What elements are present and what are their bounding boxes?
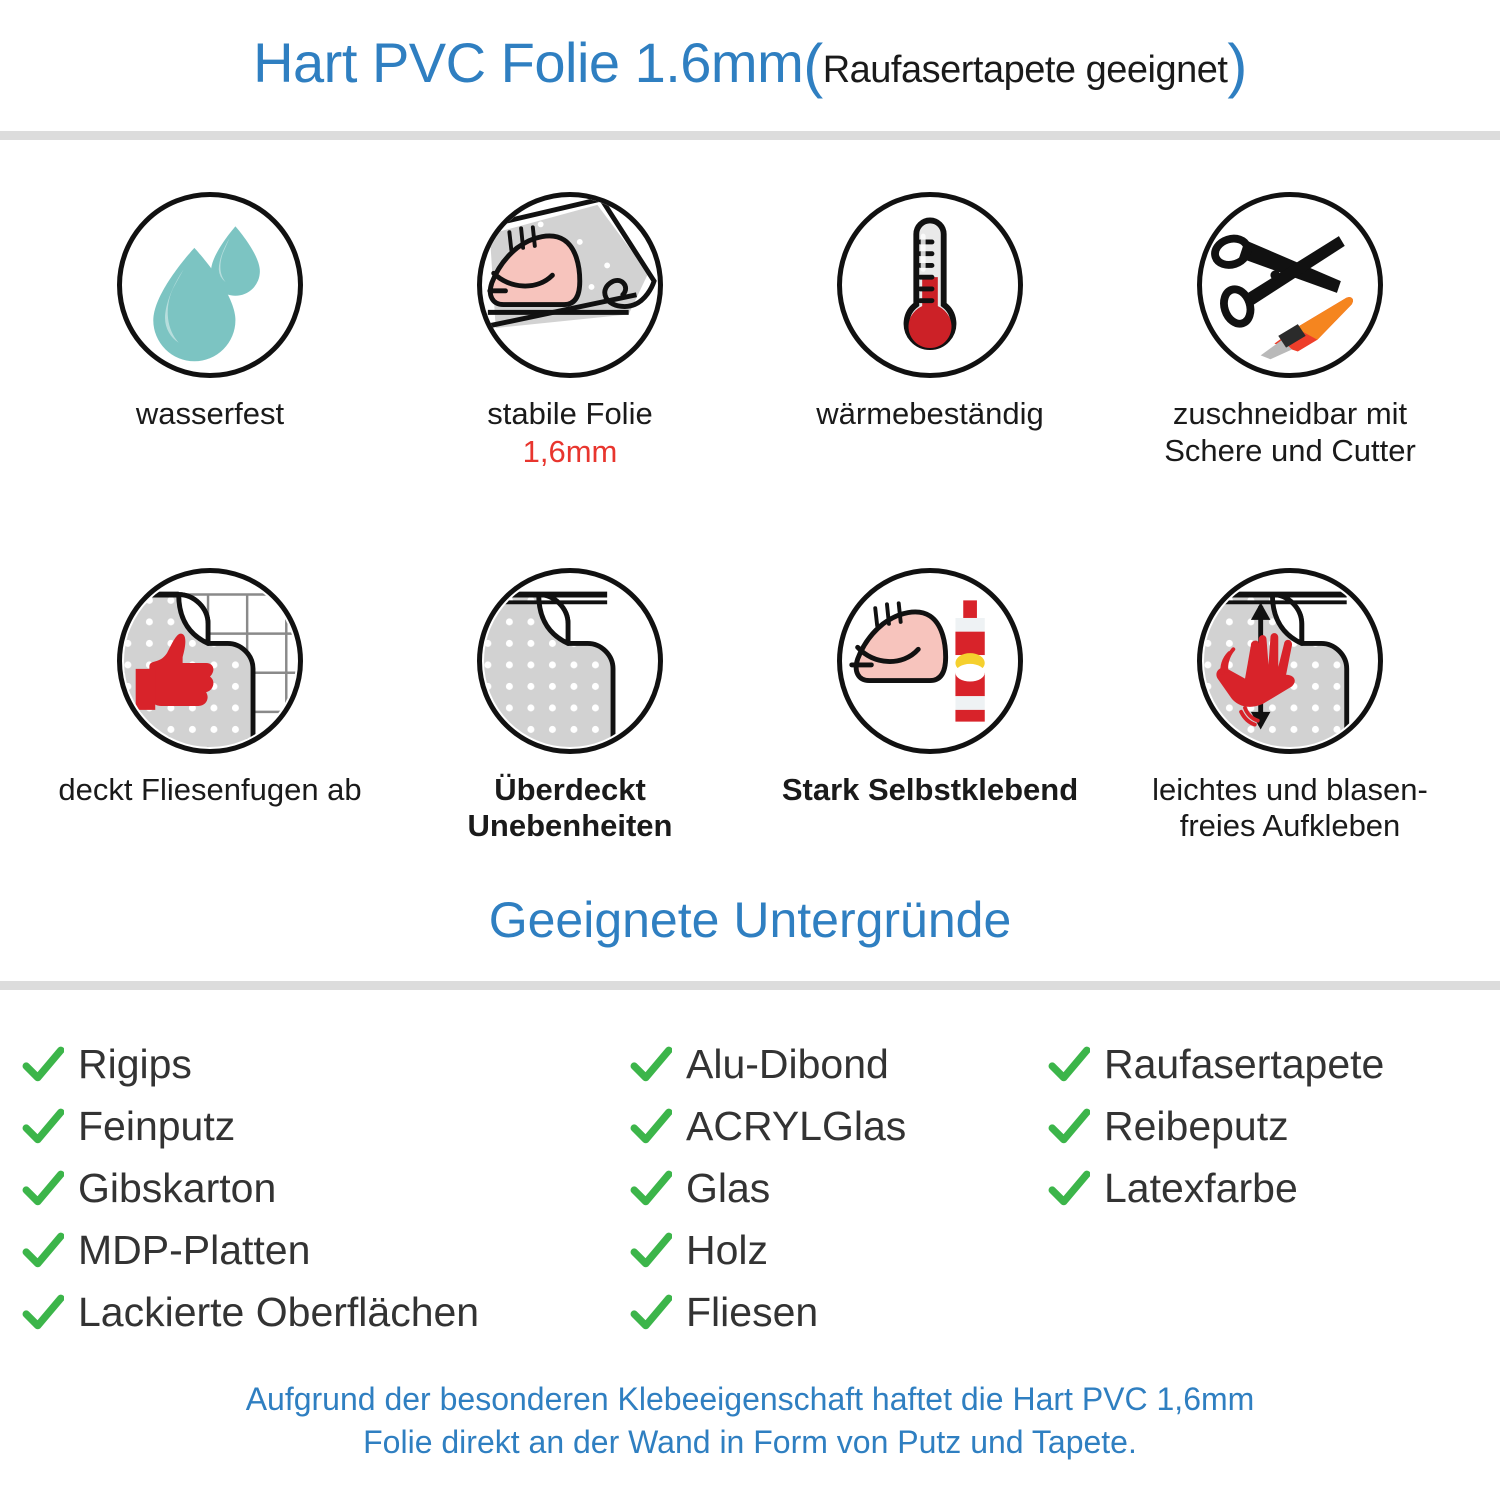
- footer-line-1: Aufgrund der besonderen Klebeeigenschaft…: [245, 1380, 1255, 1417]
- check-icon: [630, 1046, 672, 1082]
- list-item: Alu-Dibond: [630, 1034, 1048, 1096]
- check-icon: [22, 1046, 64, 1082]
- check-icon: [1048, 1170, 1090, 1206]
- list-item: ACRYLGlas: [630, 1096, 1048, 1158]
- list-item: Lackierte Oberflächen: [22, 1282, 630, 1344]
- list-item: Raufasertapete: [1048, 1034, 1480, 1096]
- list-item: Fliesen: [630, 1282, 1048, 1344]
- list-item-label: ACRYLGlas: [686, 1103, 907, 1150]
- list-item: Gibskarton: [22, 1158, 630, 1220]
- check-icon: [630, 1294, 672, 1330]
- feature-item-waermebestaendig: wärmebeständig: [750, 192, 1110, 470]
- check-icon: [22, 1108, 64, 1144]
- feature-label: wärmebeständig: [816, 396, 1044, 431]
- feature-item-aufkleben: leichtes und blasen-freies Aufkleben: [1110, 567, 1470, 845]
- list-item-label: Raufasertapete: [1104, 1041, 1385, 1088]
- page-title-subtitle: Raufasertapete geeignet: [822, 49, 1228, 91]
- feature-item-selbstklebend: Stark Selbstklebend: [750, 567, 1110, 845]
- page-title-main: Hart PVC Folie 1.6mm: [253, 31, 804, 94]
- check-icon: [630, 1170, 672, 1206]
- substrate-column-2: Alu-Dibond ACRYLGlas Glas Holz Fliesen: [630, 1034, 1048, 1344]
- feature-grid-row-1: wasserfest stabile Folie: [0, 140, 1500, 470]
- thumbs-up-tile-grout-icon: [117, 567, 303, 754]
- divider-top: [0, 131, 1500, 140]
- check-icon: [630, 1232, 672, 1268]
- strong-arm-film-roll-icon: [477, 192, 663, 378]
- scissors-cutter-icon: [1197, 192, 1383, 378]
- feature-label: Überdeckt Unebenheiten: [467, 771, 673, 844]
- list-item-label: Lackierte Oberflächen: [78, 1289, 480, 1336]
- divider-middle: [0, 980, 1500, 990]
- check-icon: [22, 1294, 64, 1330]
- list-item: Holz: [630, 1220, 1048, 1282]
- feature-label: deckt Fliesenfugen ab: [58, 771, 362, 807]
- check-icon: [1048, 1108, 1090, 1144]
- substrate-column-3: Raufasertapete Reibeputz Latexfarbe: [1048, 1034, 1480, 1344]
- list-item-label: Gibskarton: [78, 1165, 277, 1212]
- check-icon: [22, 1232, 64, 1268]
- list-item-label: Holz: [686, 1227, 769, 1274]
- page-title: Hart PVC Folie 1.6mm(Raufasertapete geei…: [253, 35, 1247, 96]
- list-item: Feinputz: [22, 1096, 630, 1158]
- list-item-label: Fliesen: [686, 1289, 819, 1336]
- page-title-paren-open: (: [803, 32, 823, 99]
- substrate-column-1: Rigips Feinputz Gibskarton MDP-Platten L…: [22, 1034, 630, 1344]
- hand-smoothing-film-icon: [1197, 567, 1383, 754]
- check-icon: [630, 1108, 672, 1144]
- list-item: Rigips: [22, 1034, 630, 1096]
- feature-item-wasserfest: wasserfest: [30, 192, 390, 470]
- thermometer-icon: [837, 192, 1023, 378]
- feature-sub-label: 1,6mm: [522, 433, 618, 469]
- list-item-label: Glas: [686, 1165, 771, 1212]
- feature-item-unebenheiten: Überdeckt Unebenheiten: [390, 567, 750, 845]
- list-item: Glas: [630, 1158, 1048, 1220]
- list-item: MDP-Platten: [22, 1220, 630, 1282]
- feature-label: stabile Folie: [487, 396, 653, 431]
- feature-item-fliesenfugen: deckt Fliesenfugen ab: [30, 567, 390, 845]
- section-heading-untergruende: Geeignete Untergründe: [488, 891, 1012, 948]
- feature-item-stabile-folie: stabile Folie 1,6mm: [390, 192, 750, 470]
- footer-line-2: Folie direkt an der Wand in Form von Put…: [363, 1424, 1137, 1461]
- feature-label: wasserfest: [135, 396, 285, 431]
- water-drops-icon: [117, 192, 303, 378]
- list-item-label: Feinputz: [78, 1103, 236, 1150]
- check-icon: [1048, 1046, 1090, 1082]
- page-title-paren-close: ): [1227, 32, 1247, 99]
- feature-label: Stark Selbstklebend: [781, 771, 1079, 807]
- page-title-area: Hart PVC Folie 1.6mm(Raufasertapete geei…: [0, 0, 1500, 131]
- strong-arm-glue-tube-icon: [837, 567, 1023, 754]
- substrate-checklist: Rigips Feinputz Gibskarton MDP-Platten L…: [0, 990, 1500, 1344]
- feature-grid-row-2: deckt Fliesenfugen ab: [0, 516, 1500, 845]
- feature-label: zuschneidbar mit Schere und Cutter: [1164, 396, 1416, 468]
- footer-note: Aufgrund der besonderen Klebeeigenschaft…: [0, 1344, 1500, 1464]
- check-icon: [22, 1170, 64, 1206]
- list-item-label: Alu-Dibond: [686, 1041, 889, 1088]
- list-item-label: Reibeputz: [1104, 1103, 1289, 1150]
- peeling-film-icon: [477, 567, 663, 754]
- list-item: Latexfarbe: [1048, 1158, 1480, 1220]
- list-item-label: Rigips: [78, 1041, 192, 1088]
- feature-label: leichtes und blasen-freies Aufkleben: [1152, 771, 1428, 844]
- list-item-label: MDP-Platten: [78, 1227, 311, 1274]
- list-item: Reibeputz: [1048, 1096, 1480, 1158]
- list-item-label: Latexfarbe: [1104, 1165, 1298, 1212]
- feature-item-zuschneidbar: zuschneidbar mit Schere und Cutter: [1110, 192, 1470, 470]
